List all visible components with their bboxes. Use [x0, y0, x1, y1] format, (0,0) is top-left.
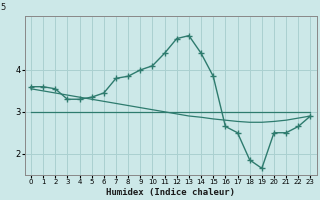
X-axis label: Humidex (Indice chaleur): Humidex (Indice chaleur)	[106, 188, 235, 197]
Text: 5: 5	[1, 3, 6, 12]
